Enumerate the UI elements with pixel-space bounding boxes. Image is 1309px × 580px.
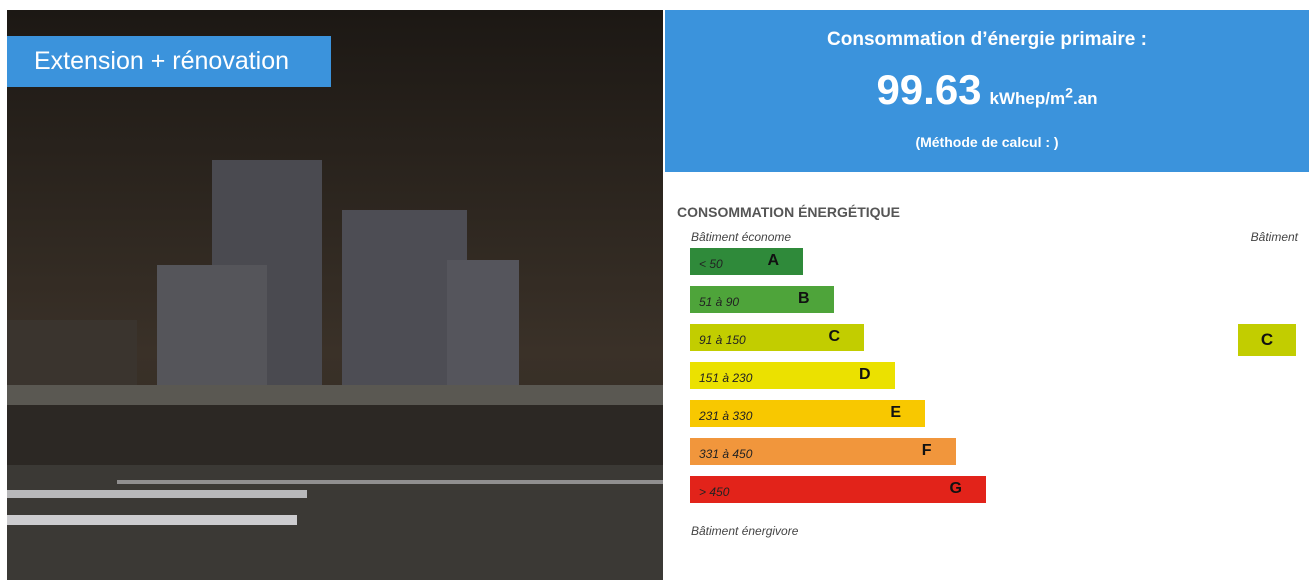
class-range: 51 à 90 xyxy=(699,295,739,309)
building-class: C xyxy=(1238,324,1296,356)
header-title: Consommation d’énergie primaire : xyxy=(665,29,1309,51)
class-range: > 450 xyxy=(699,485,729,499)
class-bar: 231 à 330 E xyxy=(690,400,925,427)
class-range: 151 à 230 xyxy=(699,371,752,385)
class-bar: 151 à 230 D xyxy=(690,362,895,389)
class-letter: A xyxy=(767,252,779,270)
unit-suffix: .an xyxy=(1073,89,1098,108)
class-letter: E xyxy=(890,404,901,422)
class-range: 331 à 450 xyxy=(699,447,752,461)
class-bar: 91 à 150 C xyxy=(690,324,864,351)
class-letter: B xyxy=(798,290,810,308)
class-range: < 50 xyxy=(699,257,723,271)
class-letter: G xyxy=(950,480,962,498)
class-range: 231 à 330 xyxy=(699,409,752,423)
scale-right-label: Bâtiment xyxy=(1251,230,1298,244)
class-bar: 51 à 90 B xyxy=(690,286,834,313)
class-bar: 331 à 450 F xyxy=(690,438,956,465)
consumption-value: 99.63 xyxy=(876,66,981,113)
scale-bottom-label: Bâtiment énergivore xyxy=(691,524,798,538)
page: Extension + rénovation Consommation d’én… xyxy=(0,0,1309,580)
class-letter: D xyxy=(859,366,871,384)
class-bar: < 50 A xyxy=(690,248,803,275)
photo-tag: Extension + rénovation xyxy=(7,36,331,87)
building-photo xyxy=(7,10,663,580)
scale-top-label: Bâtiment économe xyxy=(691,230,791,244)
class-letter: F xyxy=(922,442,932,460)
class-letter: C xyxy=(828,328,840,346)
method: (Méthode de calcul : ) xyxy=(665,134,1309,150)
unit-sup: 2 xyxy=(1065,85,1073,101)
header-value-line: 99.63 kWhep/m2.an xyxy=(665,66,1309,114)
class-range: 91 à 150 xyxy=(699,333,746,347)
class-bar: > 450 G xyxy=(690,476,986,503)
unit: kWhep/m2.an xyxy=(990,89,1098,108)
header-panel: Consommation d’énergie primaire : 99.63 k… xyxy=(665,10,1309,172)
scale-title: CONSOMMATION ÉNERGÉTIQUE xyxy=(677,204,900,220)
unit-prefix: kWhep/m xyxy=(990,89,1066,108)
